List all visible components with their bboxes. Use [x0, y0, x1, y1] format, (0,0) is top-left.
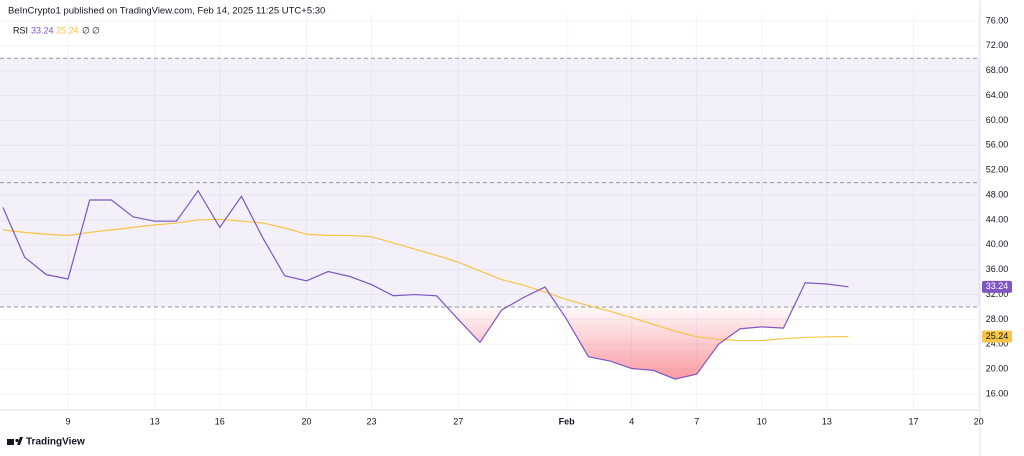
y-tick-label: 76.00	[986, 15, 1009, 25]
axes: 16.00 20.00 24.00 28.00 32.00 36.00 40.00 44.00…	[66, 15, 1012, 426]
logo-part	[15, 438, 19, 443]
y-tick-label: 40.00	[986, 239, 1009, 249]
y-tick-label: 44.00	[986, 214, 1009, 224]
price-label: 33.24	[986, 281, 1009, 291]
x-tick-label: 4	[629, 416, 634, 426]
y-tick-label: 32.00	[986, 289, 1009, 299]
y-tick-label: 20.00	[986, 364, 1009, 374]
y-tick-label: 68.00	[986, 65, 1009, 75]
y-tick-label: 48.00	[986, 189, 1009, 199]
x-tick-label: 17	[909, 416, 919, 426]
y-tick-label: 16.00	[986, 388, 1009, 398]
x-tick-label: 13	[150, 416, 160, 426]
footer-logo	[7, 437, 23, 445]
x-tick-label: 10	[757, 416, 767, 426]
x-tick-label: Feb	[559, 416, 576, 426]
legend-value: 25.24	[56, 25, 79, 35]
y-tick-label: 36.00	[986, 264, 1009, 274]
legend-extra: ∅	[82, 25, 90, 35]
grid	[0, 14, 980, 410]
y-tick-label: 60.00	[986, 115, 1009, 125]
x-tick-label: 9	[66, 416, 71, 426]
x-tick-label: 27	[453, 416, 463, 426]
legend-indicator: RSI	[13, 25, 28, 35]
chart-title: BeInCrypto1 published on TradingView.com…	[8, 6, 325, 17]
x-tick-label: 20	[974, 416, 984, 426]
price-label-box	[982, 280, 1012, 293]
y-tick-label: 52.00	[986, 165, 1009, 175]
plot	[0, 57, 980, 380]
legend-extra: ∅	[92, 25, 100, 35]
x-tick-label: 20	[302, 416, 312, 426]
rsi-ma-line	[2, 218, 849, 342]
x-tick-label: 13	[822, 416, 832, 426]
logo-part	[17, 437, 23, 445]
y-tick-label: 64.00	[986, 90, 1009, 100]
y-tick-label: 72.00	[986, 40, 1009, 50]
y-tick-label: 24.00	[986, 339, 1009, 349]
y-tick-label: 28.00	[986, 314, 1009, 324]
x-tick-label: 23	[367, 416, 377, 426]
legend-value: 33.24	[31, 25, 54, 35]
price-label: 25.24	[986, 331, 1009, 341]
y-tick-label: 56.00	[986, 140, 1009, 150]
price-label-box	[982, 330, 1012, 343]
footer-brand: TradingView	[26, 437, 85, 448]
oversold-fill	[446, 306, 794, 380]
x-tick-label: 7	[694, 416, 699, 426]
logo-part	[7, 439, 14, 445]
rsi-line	[2, 189, 849, 380]
x-tick-label: 16	[215, 416, 225, 426]
